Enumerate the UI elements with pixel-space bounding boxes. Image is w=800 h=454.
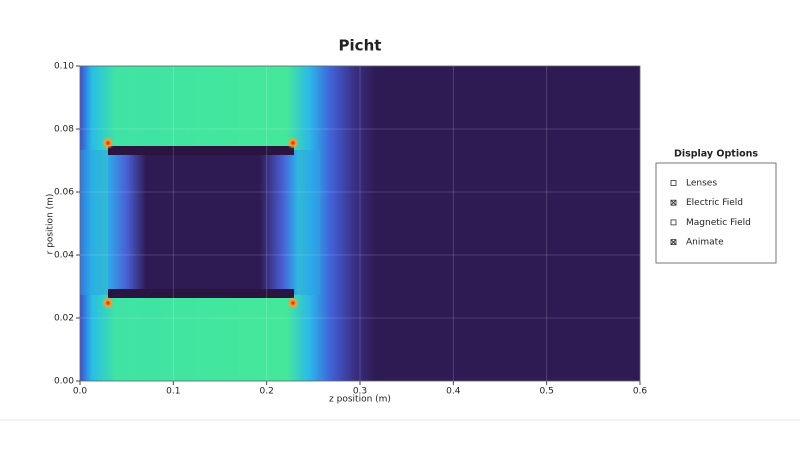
panel-title: Display Options: [674, 149, 758, 160]
checkbox[interactable]: [670, 219, 677, 226]
y-axis-label: r position (m): [46, 194, 56, 255]
chart-title: Picht: [339, 37, 382, 55]
x-tick-label: 0.1: [166, 387, 180, 397]
checkbox-check[interactable]: [670, 239, 677, 245]
x-tick-label: 0.0: [73, 387, 88, 397]
y-tick-label: 0.02: [54, 314, 74, 324]
checkbox[interactable]: [670, 180, 677, 186]
x-tick-label: 0.2: [260, 387, 274, 397]
x-tick-label: 0.5: [540, 387, 554, 397]
field-image: [80, 66, 640, 381]
x-tick-label: 0.6: [633, 387, 648, 397]
options-panel: [655, 162, 777, 264]
y-tick-label: 0.00: [54, 377, 74, 387]
x-tick-label: 0.3: [353, 387, 367, 397]
x-axis-label: z position (m): [329, 395, 391, 405]
option-label[interactable]: Electric Field: [686, 198, 743, 208]
option-label[interactable]: Magnetic Field: [686, 218, 751, 228]
option-label[interactable]: Animate: [686, 238, 724, 248]
x-tick-label: 0.4: [446, 387, 461, 397]
y-tick-label: 0.04: [54, 251, 74, 261]
y-tick-label: 0.08: [54, 125, 74, 135]
option-label[interactable]: Lenses: [686, 179, 717, 189]
checkbox-check[interactable]: [670, 199, 677, 206]
y-tick-label: 0.06: [54, 188, 74, 198]
y-tick-label: 0.10: [54, 62, 74, 72]
